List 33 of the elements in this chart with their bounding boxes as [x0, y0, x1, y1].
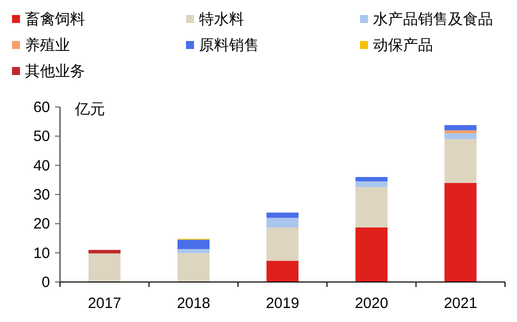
bar — [355, 177, 388, 182]
legend-label: 动保产品 — [373, 37, 433, 54]
y-tick-label: 30 — [33, 186, 50, 204]
y-tick-label: 40 — [33, 157, 50, 174]
x-tick-label: 2019 — [266, 295, 300, 312]
bar — [266, 212, 299, 218]
legend-label: 畜禽饲料 — [25, 11, 85, 28]
y-tick-label: 0 — [42, 274, 50, 291]
x-tick-label: 2017 — [88, 295, 122, 312]
x-tick-label: 2021 — [444, 295, 478, 312]
legend-label: 特水料 — [199, 11, 244, 28]
bar — [177, 249, 210, 254]
y-axis-title: 亿元 — [74, 101, 105, 118]
bar — [355, 187, 388, 228]
y-tick-label: 10 — [33, 244, 50, 262]
bar — [266, 218, 299, 228]
y-tick-label: 60 — [33, 99, 50, 116]
x-tick-label: 2020 — [354, 295, 388, 312]
bar — [355, 181, 388, 188]
legend-label: 水产品销售及食品 — [373, 11, 493, 28]
x-tick-label: 2018 — [176, 295, 210, 312]
legend-label: 其他业务 — [25, 63, 85, 80]
bar — [355, 227, 388, 282]
legend-label: 养殖业 — [25, 37, 70, 54]
bar — [444, 182, 477, 282]
bar — [444, 139, 477, 183]
bar — [177, 253, 210, 282]
y-tick-label: 20 — [33, 216, 50, 233]
y-tick-label: 50 — [33, 128, 50, 146]
bar — [266, 227, 299, 261]
bar — [177, 240, 210, 250]
legend-label: 原料销售 — [199, 37, 259, 54]
bar — [266, 260, 299, 282]
